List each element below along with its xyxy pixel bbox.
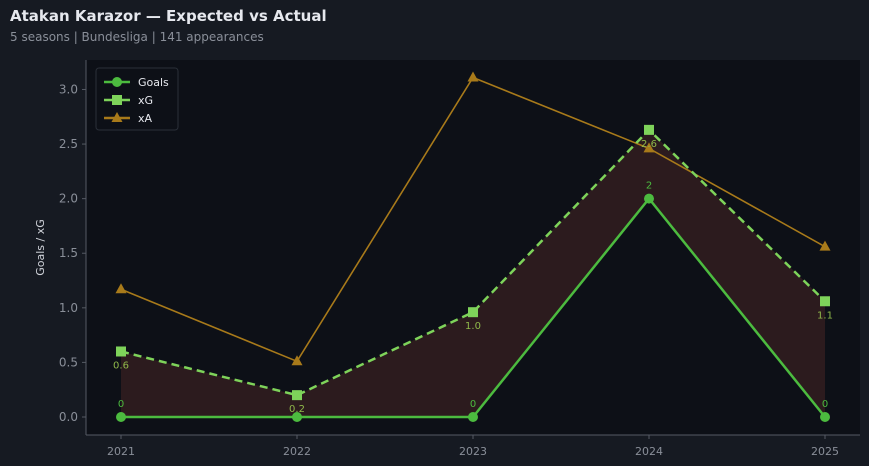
xg-point <box>292 390 302 401</box>
x-tick-label: 2024 <box>635 445 663 458</box>
y-tick-label: 2.0 <box>59 192 78 206</box>
xg-data-label: 1.1 <box>817 310 833 321</box>
xg-point <box>116 346 126 357</box>
xa-point <box>819 240 831 251</box>
legend-goals-marker <box>112 77 122 87</box>
y-tick-label: 2.5 <box>59 137 78 151</box>
legend-xa-label: xA <box>138 112 153 125</box>
y-tick-label: 3.0 <box>59 82 78 96</box>
legend-xa-marker <box>111 112 123 122</box>
chart-subtitle: 5 seasons | Bundesliga | 141 appearances <box>10 30 264 44</box>
goals-data-label: 0 <box>470 399 476 410</box>
y-axis-label: Goals / xG <box>34 219 47 276</box>
goals-point <box>644 193 654 204</box>
goals-point <box>116 411 126 422</box>
chart-title: Atakan Karazor — Expected vs Actual <box>10 7 327 25</box>
x-tick-label: 2025 <box>811 445 839 458</box>
goals-data-label: 2 <box>646 181 652 192</box>
y-tick-label: 0.0 <box>59 410 78 424</box>
xg-data-label: 1.0 <box>465 321 481 332</box>
goals-point <box>468 411 478 422</box>
goals-point <box>820 411 830 422</box>
y-tick-label: 1.5 <box>59 246 78 260</box>
goals-data-label: 0 <box>118 399 124 410</box>
legend-xg-marker <box>112 95 122 105</box>
fill-between <box>121 129 825 417</box>
xa-point <box>115 283 127 294</box>
xg-point <box>468 307 478 318</box>
y-tick-label: 1.0 <box>59 301 78 315</box>
xa-point <box>643 142 655 153</box>
xg-data-label: 0.6 <box>113 360 129 371</box>
xg-data-label: 0.2 <box>289 404 305 415</box>
legend-xg-label: xG <box>138 94 153 107</box>
xg-point <box>644 124 654 135</box>
xa-point <box>291 355 303 366</box>
goals-point <box>292 411 302 422</box>
legend-goals-label: Goals <box>138 76 169 89</box>
xg-point <box>820 296 830 307</box>
xg-line <box>120 128 826 397</box>
x-tick-label: 2023 <box>459 445 487 458</box>
y-tick-label: 0.5 <box>59 355 78 369</box>
x-tick-label: 2021 <box>107 445 135 458</box>
xg-data-label: 2.6 <box>641 139 657 150</box>
xa-point <box>467 71 479 82</box>
x-tick-label: 2022 <box>283 445 311 458</box>
goals-data-label: 0 <box>822 399 828 410</box>
